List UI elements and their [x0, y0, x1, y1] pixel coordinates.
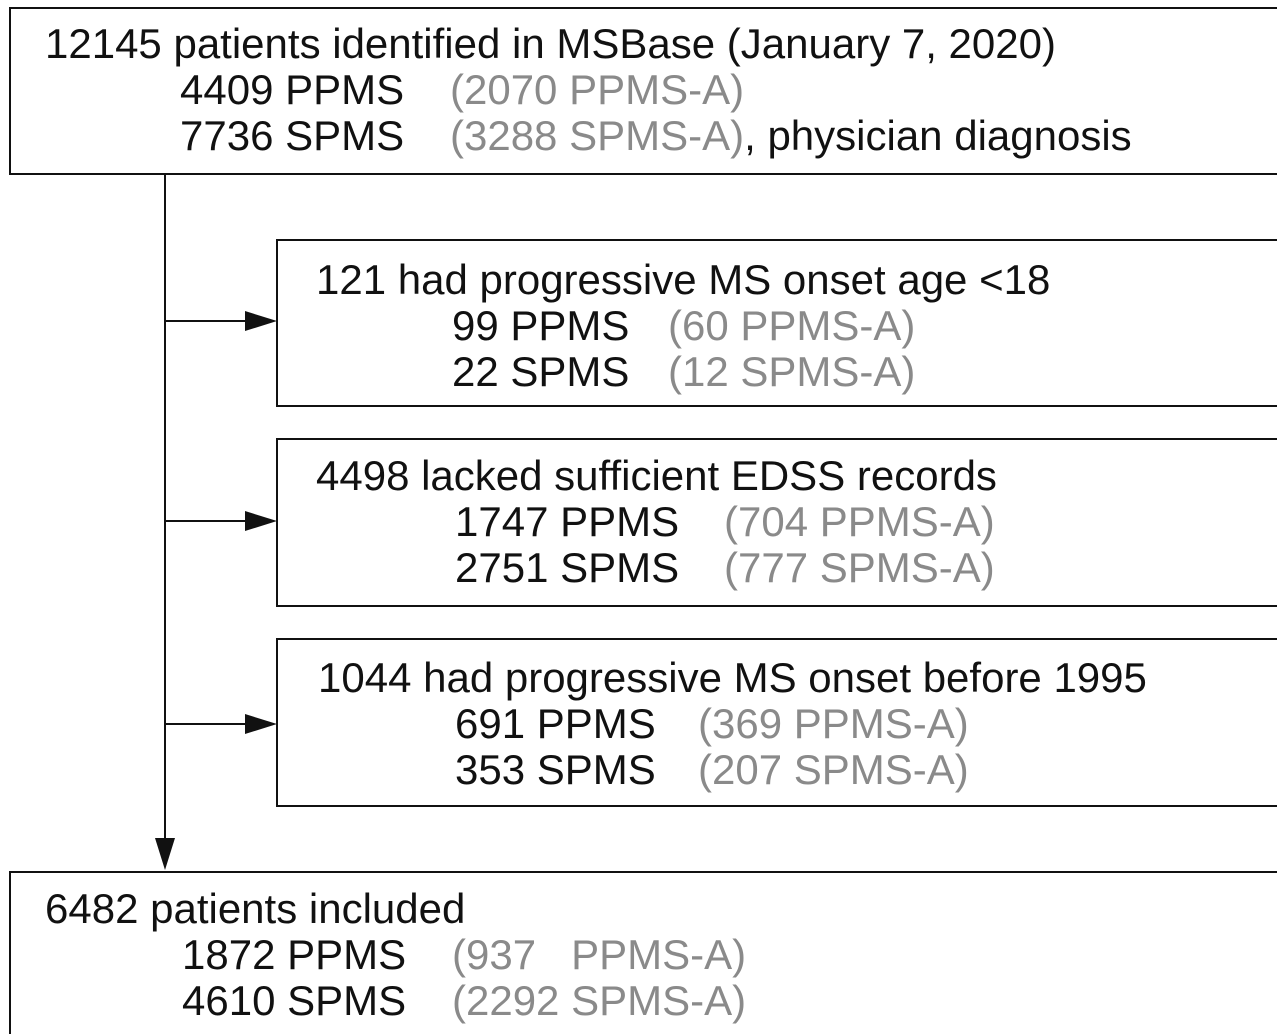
subtype-note: (12 SPMS-A) — [668, 348, 915, 395]
count-line: 353 SPMS — [455, 746, 656, 793]
subtype-note: (207 SPMS-A) — [698, 746, 969, 793]
subtype-line: (937 PPMS-A) — [452, 931, 746, 978]
count-line: 691 PPMS — [455, 700, 656, 747]
count-line: 1747 PPMS — [455, 498, 679, 545]
subtype-note: (2070 PPMS-A) — [450, 66, 744, 113]
box-title: 121 had progressive MS onset age <18 — [316, 256, 1050, 303]
subtype-line: (2070 PPMS-A) — [450, 66, 744, 113]
box — [276, 438, 1277, 607]
arrowhead — [245, 311, 277, 331]
subtype-note: (60 PPMS-A) — [668, 302, 915, 349]
count-line: 22 SPMS — [452, 348, 629, 395]
count-line: 7736 SPMS — [180, 112, 404, 159]
subtype-note: (704 PPMS-A) — [724, 498, 995, 545]
subtype-line: (2292 SPMS-A) — [452, 977, 746, 1024]
count-line: 4610 SPMS — [182, 977, 406, 1024]
subtype-line: (777 SPMS-A) — [724, 544, 995, 591]
box — [9, 7, 1277, 175]
count-line: 99 PPMS — [452, 302, 629, 349]
count-line: 4409 PPMS — [180, 66, 404, 113]
box — [276, 638, 1277, 807]
subtype-note: (369 PPMS-A) — [698, 700, 969, 747]
box — [276, 239, 1277, 407]
count-line: 2751 SPMS — [455, 544, 679, 591]
arrowhead — [245, 511, 277, 531]
subtype-line: (3288 SPMS-A), physician diagnosis — [450, 112, 1132, 159]
box — [9, 871, 1277, 1034]
subtype-note: (3288 SPMS-A) — [450, 112, 744, 159]
subtype-line: (60 PPMS-A) — [668, 302, 915, 349]
subtype-note: (777 SPMS-A) — [724, 544, 995, 591]
subtype-line: (369 PPMS-A) — [698, 700, 969, 747]
subtype-line: (704 PPMS-A) — [724, 498, 995, 545]
box-title: 12145 patients identified in MSBase (Jan… — [45, 20, 1056, 67]
box-title: 4498 lacked sufficient EDSS records — [316, 452, 997, 499]
arrowhead — [245, 714, 277, 734]
subtype-line: (207 SPMS-A) — [698, 746, 969, 793]
subtype-line: (12 SPMS-A) — [668, 348, 915, 395]
subtype-note: (937 PPMS-A) — [452, 931, 746, 978]
subtype-note: (2292 SPMS-A) — [452, 977, 746, 1024]
count-line: 1872 PPMS — [182, 931, 406, 978]
box-title: 1044 had progressive MS onset before 199… — [318, 654, 1147, 701]
arrowhead — [155, 838, 175, 870]
box-title: 6482 patients included — [45, 885, 465, 932]
suffix: , physician diagnosis — [744, 112, 1132, 159]
